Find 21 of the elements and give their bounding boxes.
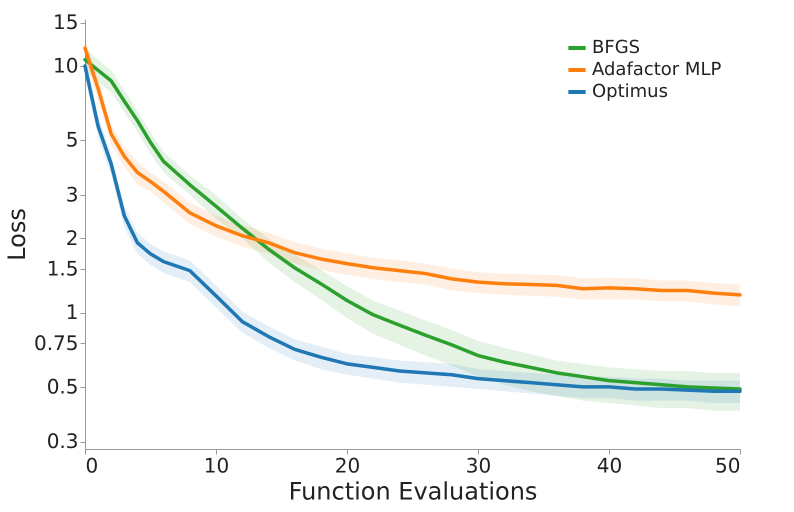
x-tick-label: 20	[334, 454, 360, 478]
y-tick-label: 0.5	[46, 374, 78, 398]
y-tick-label: 1	[66, 300, 78, 324]
y-tick-label: 2	[66, 226, 78, 250]
y-tick-label: 1.5	[46, 256, 78, 281]
y-axis-title: Loss	[2, 208, 31, 261]
y-tick-label: 15	[53, 10, 78, 34]
y-tick-label: 0.3	[46, 429, 78, 454]
legend-label: BFGS	[592, 37, 640, 58]
x-axis-title: Function Evaluations	[288, 478, 538, 506]
y-tick-label: 10	[53, 53, 78, 78]
x-tick-label: 0	[86, 454, 98, 478]
x-tick-label: 30	[466, 454, 492, 478]
y-tick-label: 3	[66, 182, 78, 206]
x-tick-label: 40	[596, 454, 622, 478]
y-tick-label: 0.75	[34, 330, 78, 355]
x-tick-label: 50	[715, 454, 740, 478]
y-tick-label: 5	[66, 128, 78, 152]
legend-label: Optimus	[592, 81, 668, 102]
x-tick-label: 10	[204, 454, 230, 478]
legend-label: Adafactor MLP	[592, 59, 722, 80]
